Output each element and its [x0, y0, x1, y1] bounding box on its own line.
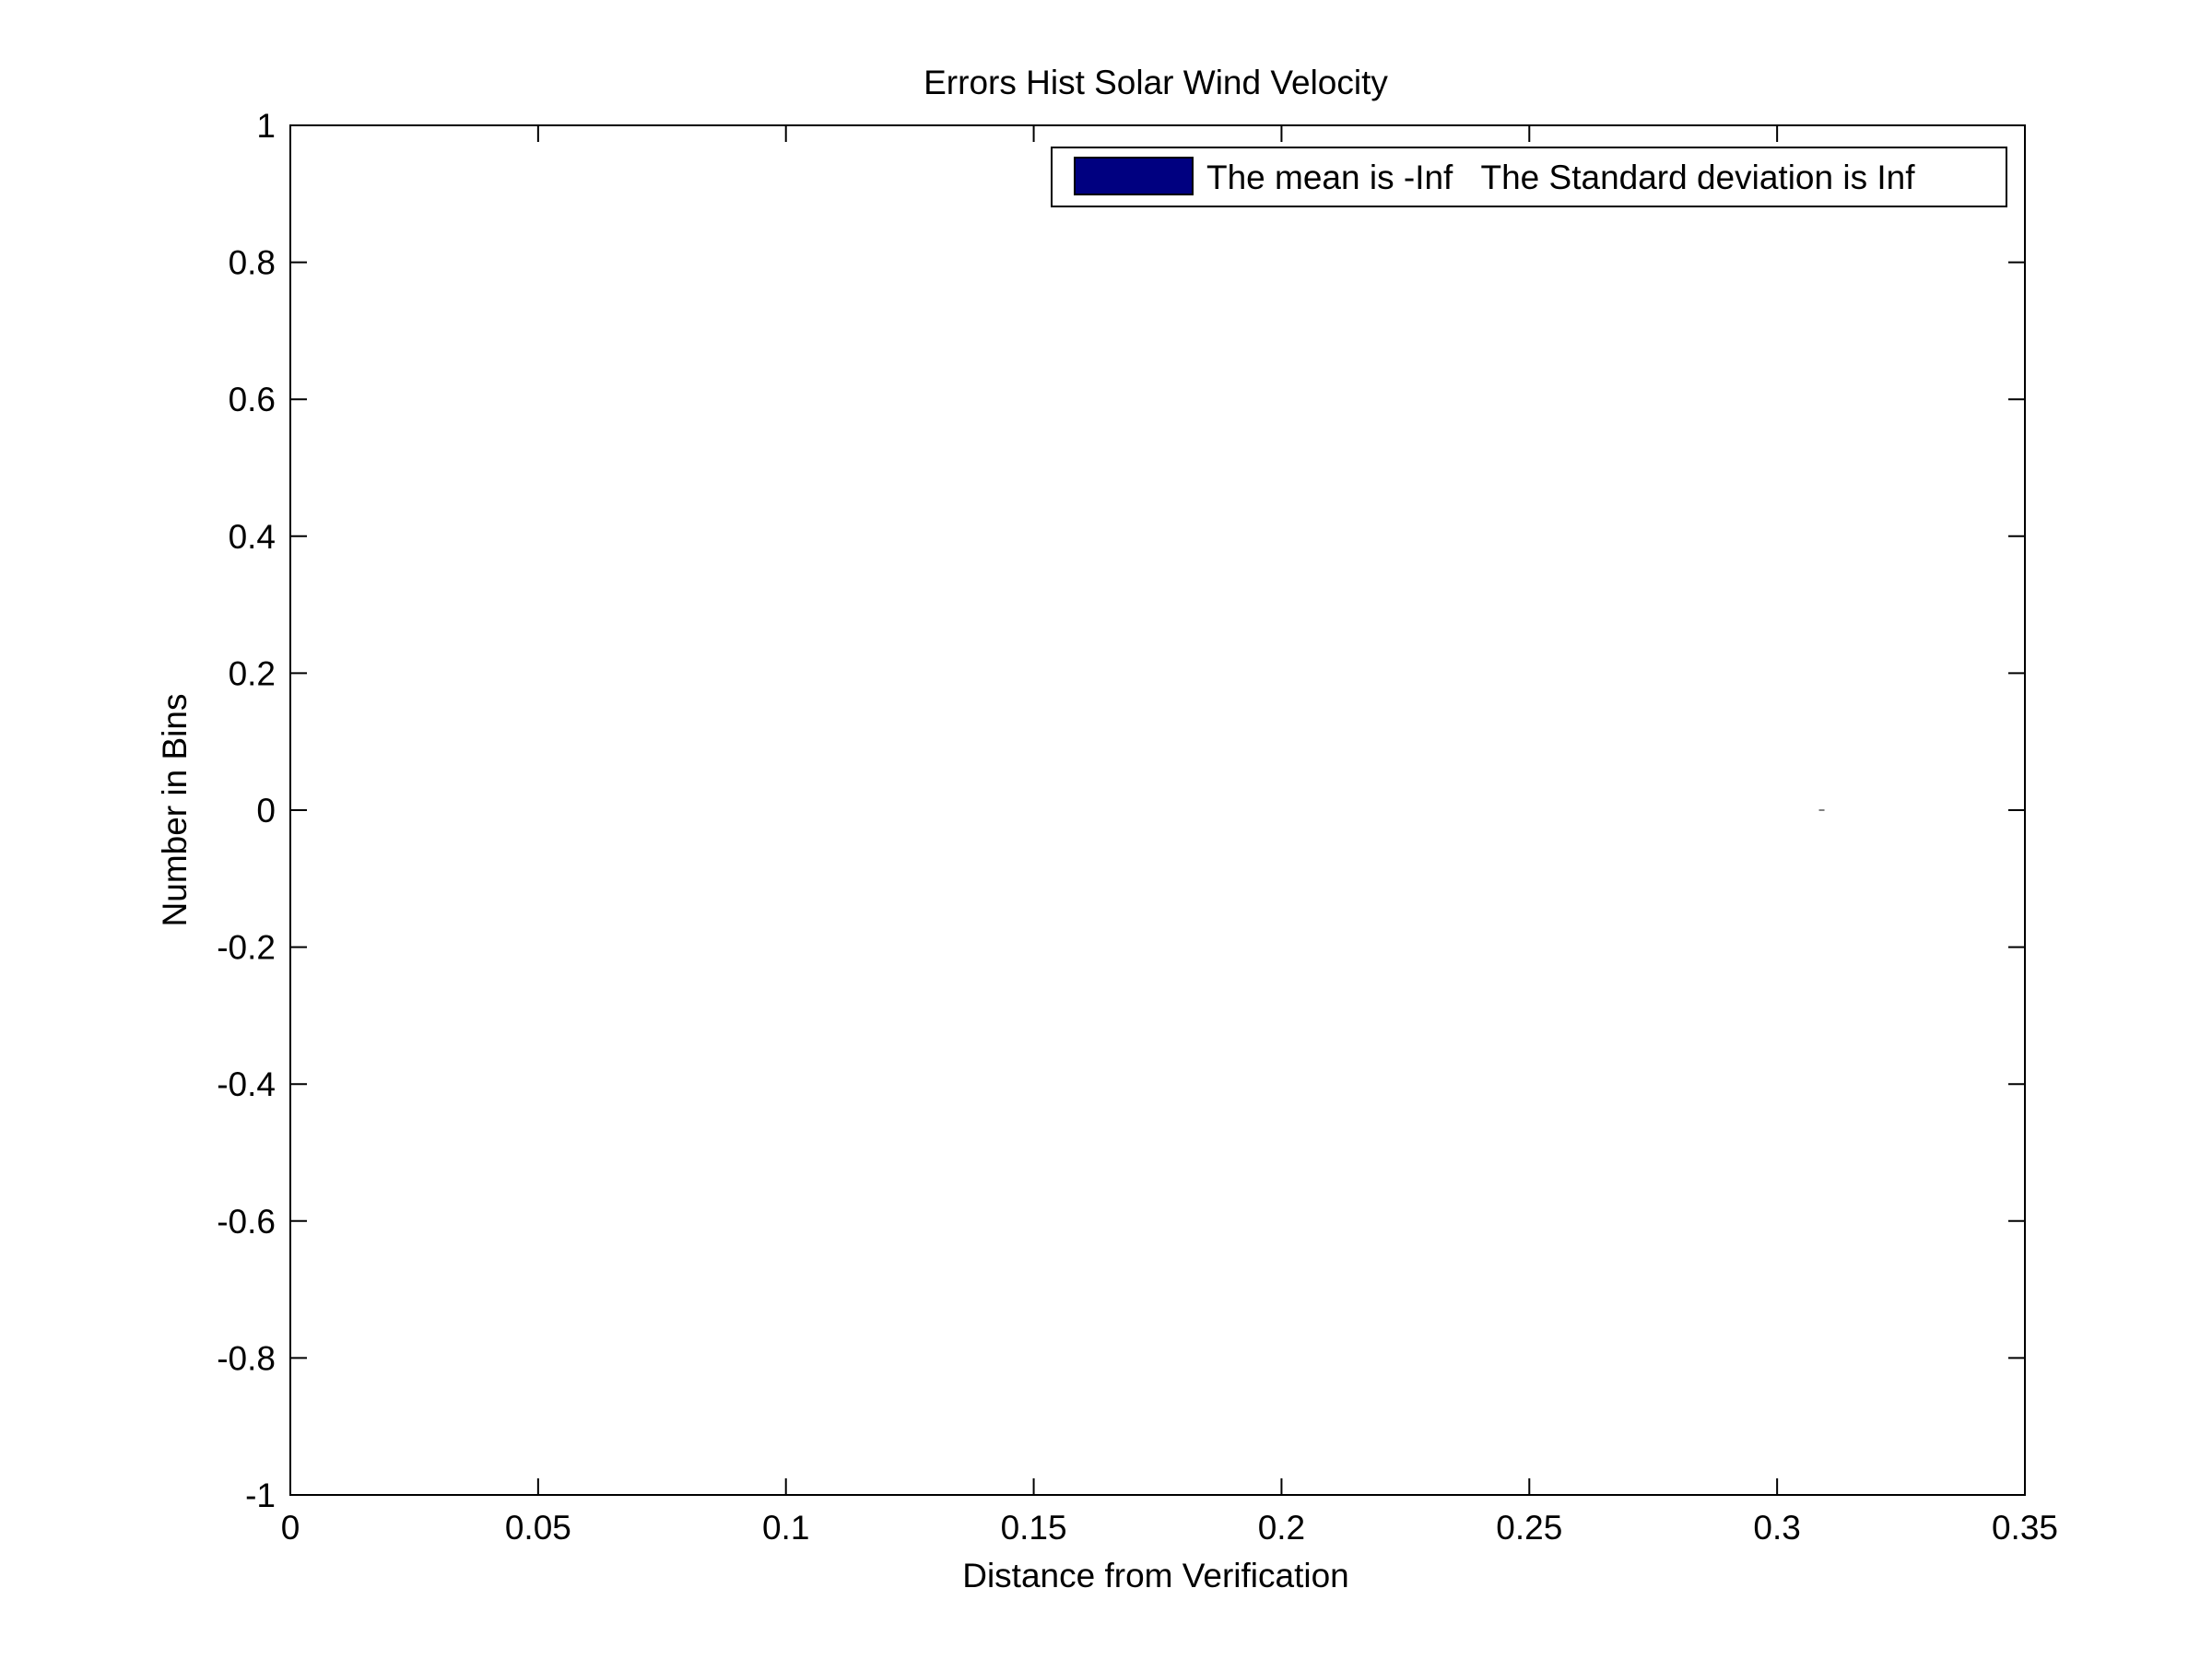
x-tick-label: 0.1 — [762, 1509, 809, 1547]
legend-entry: The mean is -Inf The Standard deviation … — [1206, 159, 1915, 196]
y-tick-labels: -1 -0.8 -0.6 -0.4 -0.2 0 0.2 0.4 0.6 0.8 1 — [217, 107, 276, 1514]
y-tick-label: -0.4 — [217, 1065, 276, 1103]
y-tick-label: 0.8 — [229, 244, 276, 282]
y-tick-label: -1 — [245, 1477, 276, 1514]
x-tick-label: 0 — [281, 1509, 300, 1547]
y-axis-label: Number in Bins — [156, 694, 194, 927]
x-tick-label: 0.05 — [505, 1509, 571, 1547]
y-tick-label: 0 — [256, 792, 276, 830]
y-tick-label: -0.2 — [217, 929, 276, 967]
legend: The mean is -Inf The Standard deviation … — [1051, 147, 2007, 207]
y-tick-label: 0.4 — [229, 518, 276, 556]
x-tick-label: 0.3 — [1753, 1509, 1800, 1547]
chart-title: Errors Hist Solar Wind Velocity — [924, 64, 1388, 101]
legend-box — [1051, 147, 2007, 207]
y-tick-label: -0.6 — [217, 1203, 276, 1241]
x-axis-label: Distance from Verification — [962, 1557, 1349, 1594]
y-tick-label: -0.8 — [217, 1339, 276, 1377]
y-tick-label: 0.6 — [229, 381, 276, 418]
y-tick-label: 0.2 — [229, 654, 276, 692]
x-tick-label: 0.35 — [1992, 1509, 2058, 1547]
y-tick-label: 1 — [256, 107, 276, 145]
legend-swatch — [1074, 157, 1194, 195]
x-tick-label: 0.25 — [1496, 1509, 1562, 1547]
x-tick-labels: 0 0.05 0.1 0.15 0.2 0.25 0.3 0.35 — [281, 1509, 2058, 1547]
plot-area — [289, 124, 2026, 1496]
x-tick-label: 0.15 — [1001, 1509, 1067, 1547]
x-tick-label: 0.2 — [1258, 1509, 1305, 1547]
axis-ticks — [289, 124, 2026, 1496]
